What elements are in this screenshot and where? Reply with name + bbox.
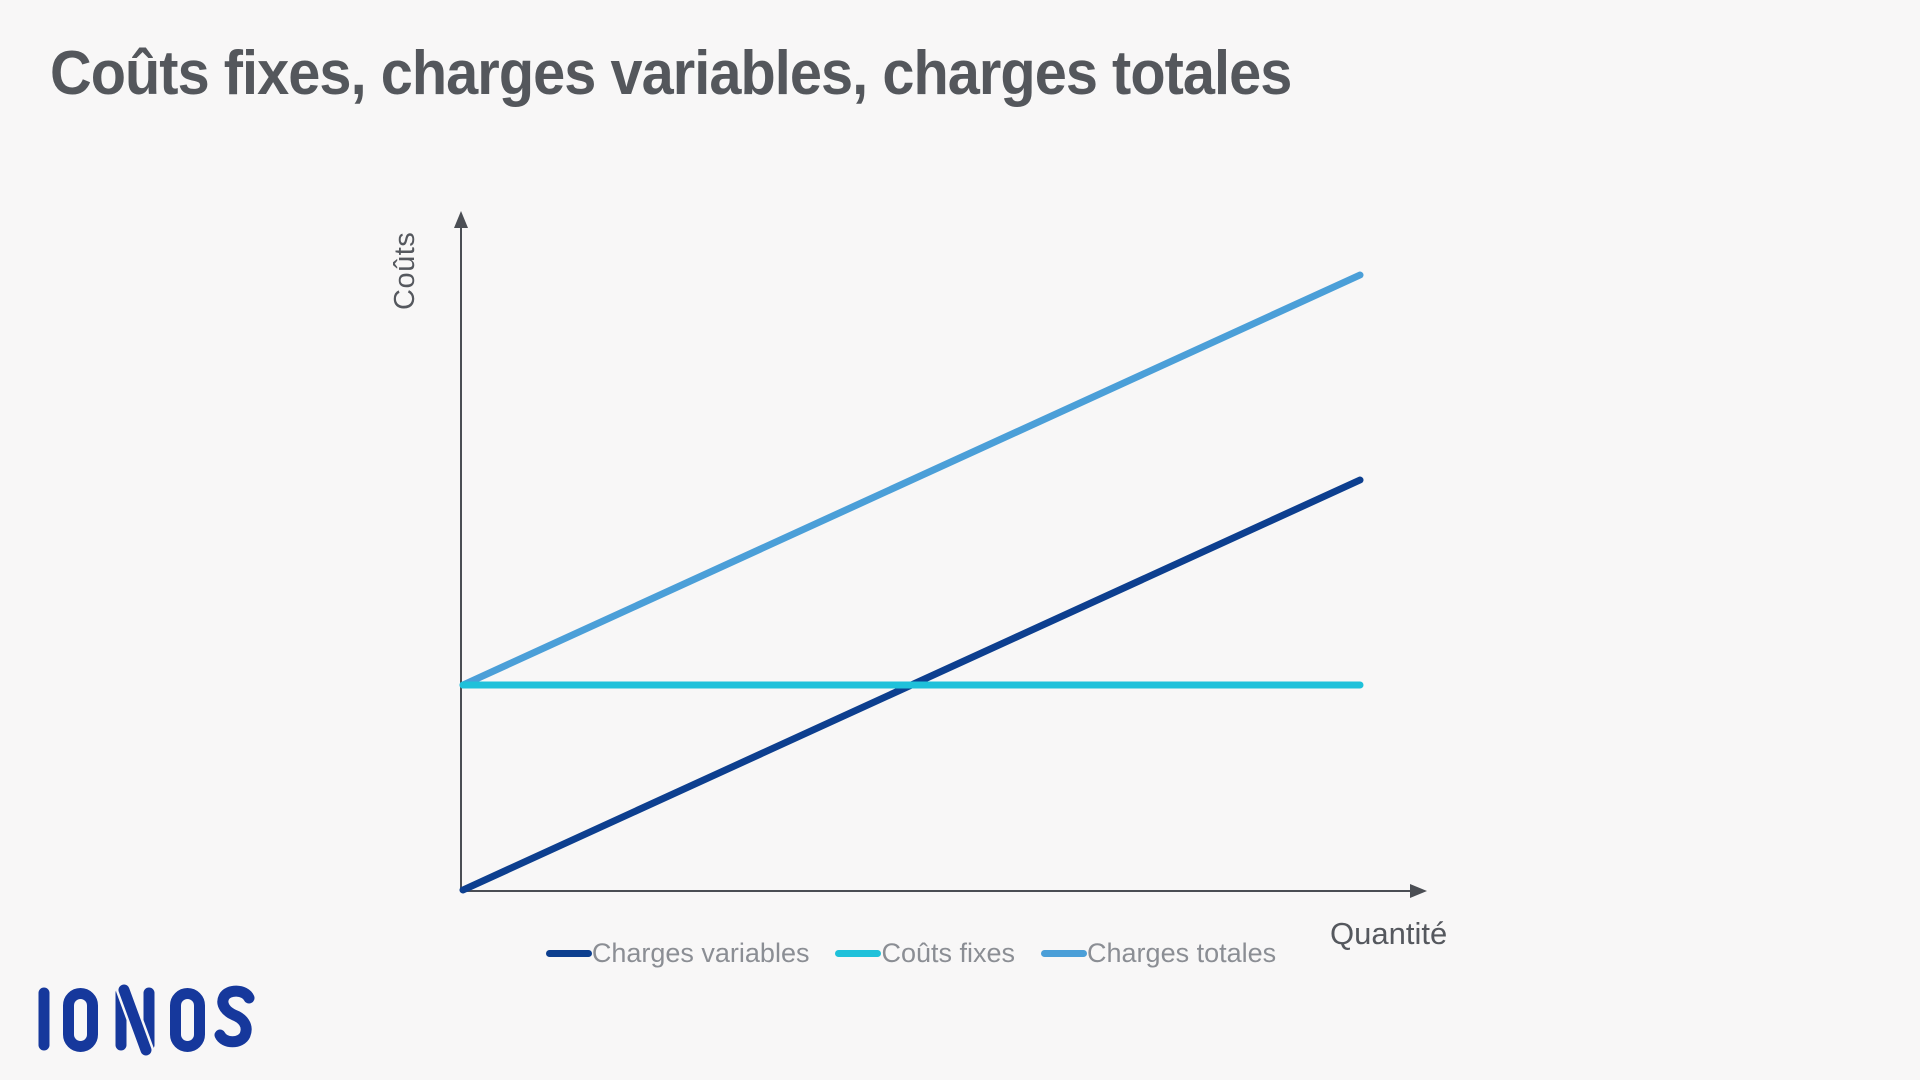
y-axis-arrow-icon — [454, 211, 468, 228]
legend-swatch-couts-fixes — [835, 950, 882, 957]
ionos-logo-letters — [38, 984, 255, 1056]
legend-swatch-charges-totales — [1041, 950, 1088, 957]
y-axis-label: Coûts — [389, 231, 421, 310]
logo-letter-n-diagonal — [118, 984, 152, 1056]
logo-letter-s — [214, 985, 255, 1048]
legend-item-couts-fixes: Coûts fixes — [835, 938, 1015, 969]
axes — [454, 211, 1427, 898]
legend-label-charges-totales: Charges totales — [1087, 938, 1277, 968]
ionos-logo — [38, 984, 255, 1056]
logo-letter-o1 — [63, 988, 98, 1052]
legend-item-charges-totales: Charges totales — [1041, 938, 1276, 969]
legend-label-charges-variables: Charges variables — [591, 938, 810, 968]
legend-item-charges-variables: Charges variables — [545, 938, 810, 969]
legend: Charges variables Coûts fixes Charges to… — [461, 938, 1361, 969]
series-line-charges-totales — [459, 271, 1364, 689]
x-axis-label: Quantité — [1330, 916, 1448, 951]
legend-label-couts-fixes: Coûts fixes — [881, 938, 1016, 968]
page-title: Coûts fixes, charges variables, charges … — [50, 39, 1292, 108]
x-axis-arrow-icon — [1410, 884, 1427, 898]
series-lines — [459, 271, 1364, 894]
legend-swatch-charges-variables — [545, 950, 592, 957]
logo-letter-o2 — [170, 988, 205, 1052]
